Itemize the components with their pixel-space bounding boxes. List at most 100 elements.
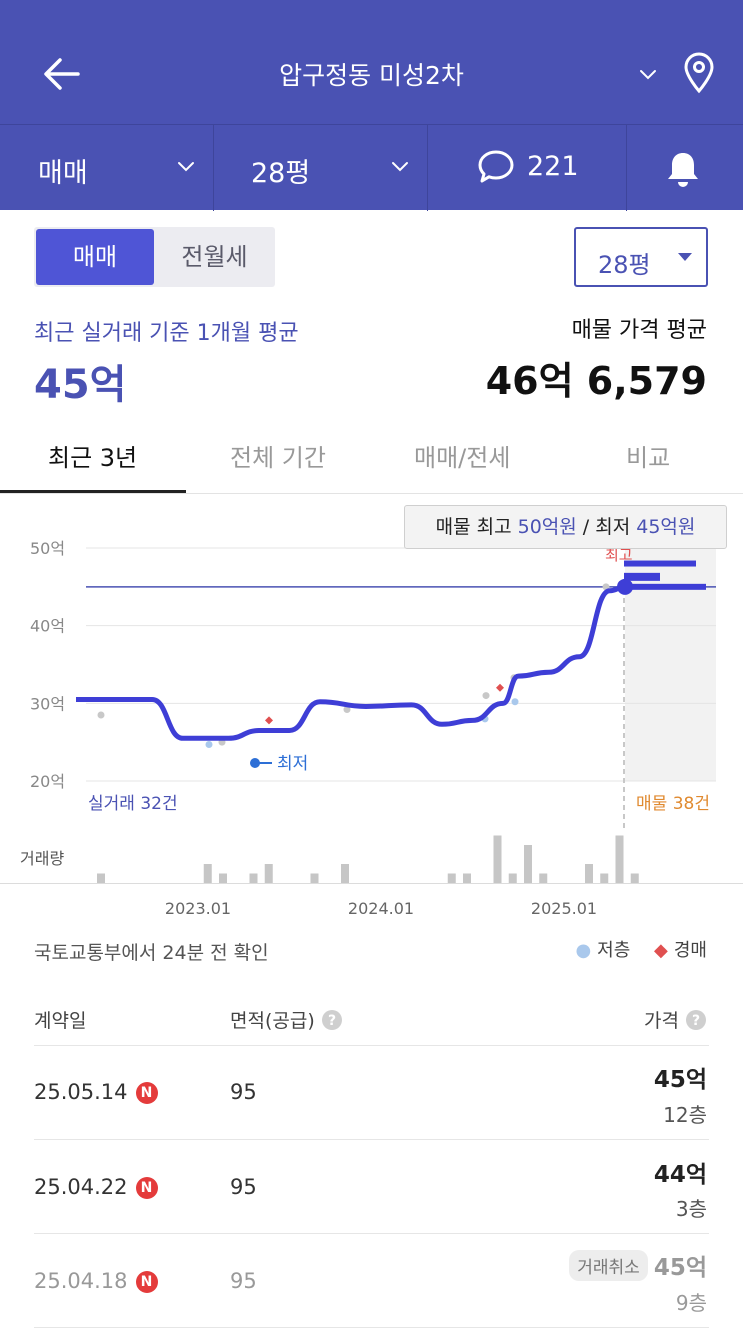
comments-button[interactable]: 221: [428, 125, 627, 211]
auction-point: [496, 683, 504, 692]
low-floor-dot-icon: ●: [575, 940, 592, 961]
chevron-down-icon[interactable]: [638, 64, 658, 84]
row-floor: 12층: [663, 1103, 707, 1127]
table-divider: [34, 1233, 709, 1234]
row-price: 44억: [653, 1162, 707, 1188]
auction-point: [265, 716, 273, 725]
cancelled-badge: 거래취소: [569, 1250, 648, 1281]
row-date: 25.04.18: [34, 1269, 128, 1293]
y-tick-label: 20억: [30, 772, 65, 791]
chart-legend: ● 저층 ◆ 경매: [569, 936, 707, 962]
row-price: 45억: [653, 1067, 707, 1093]
row-floor: 3층: [675, 1197, 707, 1221]
y-tick-label: 30억: [30, 694, 65, 713]
row-price: 45억: [653, 1255, 707, 1281]
listing-min-bar: [624, 583, 706, 590]
trade-point: [343, 706, 351, 714]
trade-type-toggle: 매매 전월세: [34, 227, 275, 287]
volume-bar: [508, 873, 517, 883]
help-icon[interactable]: ?: [685, 1009, 707, 1031]
tooltip-max: 50억원: [517, 516, 577, 538]
trade-point: [205, 740, 213, 748]
table-divider: [34, 1139, 709, 1140]
row-area: 95: [230, 1269, 257, 1293]
bell-icon: [668, 153, 698, 187]
new-badge: N: [135, 1271, 158, 1293]
volume-bar: [203, 864, 212, 883]
max-marker-label: 최고: [605, 546, 633, 564]
volume-bar: [249, 873, 258, 883]
x-tick-label: 2023.01: [165, 899, 231, 918]
volume-bar: [493, 835, 502, 883]
listing-range-bar: [624, 572, 660, 581]
tooltip-prefix: 매물 최고: [435, 516, 518, 538]
y-tick-label: 40억: [30, 617, 65, 636]
listing-count-label: 매물 38건: [636, 794, 710, 814]
tab-sale-rent[interactable]: 매매/전세: [414, 444, 511, 472]
tab-all-period[interactable]: 전체 기간: [230, 444, 326, 472]
row-date: 25.05.14: [34, 1080, 128, 1104]
auction-diamond-icon: ◆: [654, 940, 668, 961]
app-header: 압구정동 미성2차: [0, 0, 743, 124]
location-pin-icon[interactable]: [682, 52, 716, 94]
area-dropdown[interactable]: 28평: [214, 125, 428, 211]
table-divider: [34, 1327, 709, 1328]
row-date: 25.04.22: [34, 1175, 128, 1199]
chart-bottom-divider: [0, 883, 743, 884]
listing-avg-label: 매물 가격 평균: [571, 318, 707, 343]
volume-bar: [310, 873, 319, 883]
source-note: 국토교통부에서 24분 전 확인: [34, 942, 269, 964]
listing-avg-value: 46억 6,579: [485, 359, 707, 403]
col-header-price-label: 가격: [643, 1010, 679, 1032]
volume-bar: [447, 873, 456, 883]
trade-point: [511, 698, 519, 706]
col-header-area: 면적(공급) ?: [230, 1006, 343, 1033]
y-tick-label: 50억: [30, 539, 65, 558]
volume-bar: [97, 873, 105, 883]
trade-type-label: 매매: [38, 158, 88, 189]
volume-bar: [341, 864, 349, 883]
tab-compare[interactable]: 비교: [626, 444, 671, 472]
alert-button[interactable]: [627, 125, 743, 211]
new-badge: N: [135, 1082, 158, 1104]
volume-bar: [539, 873, 548, 883]
listing-period-shade: [625, 534, 716, 781]
legend-low-floor: 저층: [597, 940, 631, 961]
size-dropdown[interactable]: 28평: [574, 227, 708, 287]
legend-auction: 경매: [673, 940, 707, 961]
toggle-sale[interactable]: 매매: [36, 229, 154, 285]
caret-down-icon: [678, 253, 692, 261]
trade-type-dropdown[interactable]: 매매: [0, 125, 214, 211]
tooltip-sep: / 최저: [576, 516, 637, 538]
back-arrow-icon[interactable]: [40, 52, 84, 96]
row-floor: 9층: [675, 1291, 707, 1315]
toggle-rent[interactable]: 전월세: [181, 243, 248, 271]
page-title: 압구정동 미성2차: [279, 61, 464, 90]
table-divider: [34, 1045, 709, 1046]
listing-range-tooltip: 매물 최고 50억원 / 최저 45억원: [404, 505, 727, 549]
listing-max-bar: [624, 560, 696, 567]
volume-bar: [463, 873, 471, 883]
col-header-date: 계약일: [34, 1010, 87, 1032]
avg-price-label: 최근 실거래 기준 1개월 평균: [34, 321, 299, 346]
trade-count-label: 실거래 32건: [88, 794, 178, 814]
help-icon[interactable]: ?: [321, 1009, 343, 1031]
min-marker-label: 최저: [277, 754, 308, 774]
tab-recent-3y[interactable]: 최근 3년: [48, 444, 138, 472]
volume-bar: [600, 873, 609, 883]
comment-count: 221: [527, 151, 579, 182]
row-area: 95: [230, 1080, 257, 1104]
avg-price-value: 45억: [34, 362, 127, 408]
volume-label: 거래량: [20, 849, 64, 868]
svg-text:?: ?: [328, 1013, 336, 1029]
size-label: 28평: [598, 251, 651, 279]
trade-point: [482, 692, 490, 700]
chevron-down-icon: [178, 162, 194, 172]
volume-bar: [630, 873, 639, 883]
price-trend-line: [75, 584, 628, 741]
trade-point: [97, 711, 105, 719]
active-tab-indicator: [0, 490, 186, 493]
filter-bar: 매매 28평 221: [0, 124, 743, 211]
volume-bar: [264, 864, 273, 883]
